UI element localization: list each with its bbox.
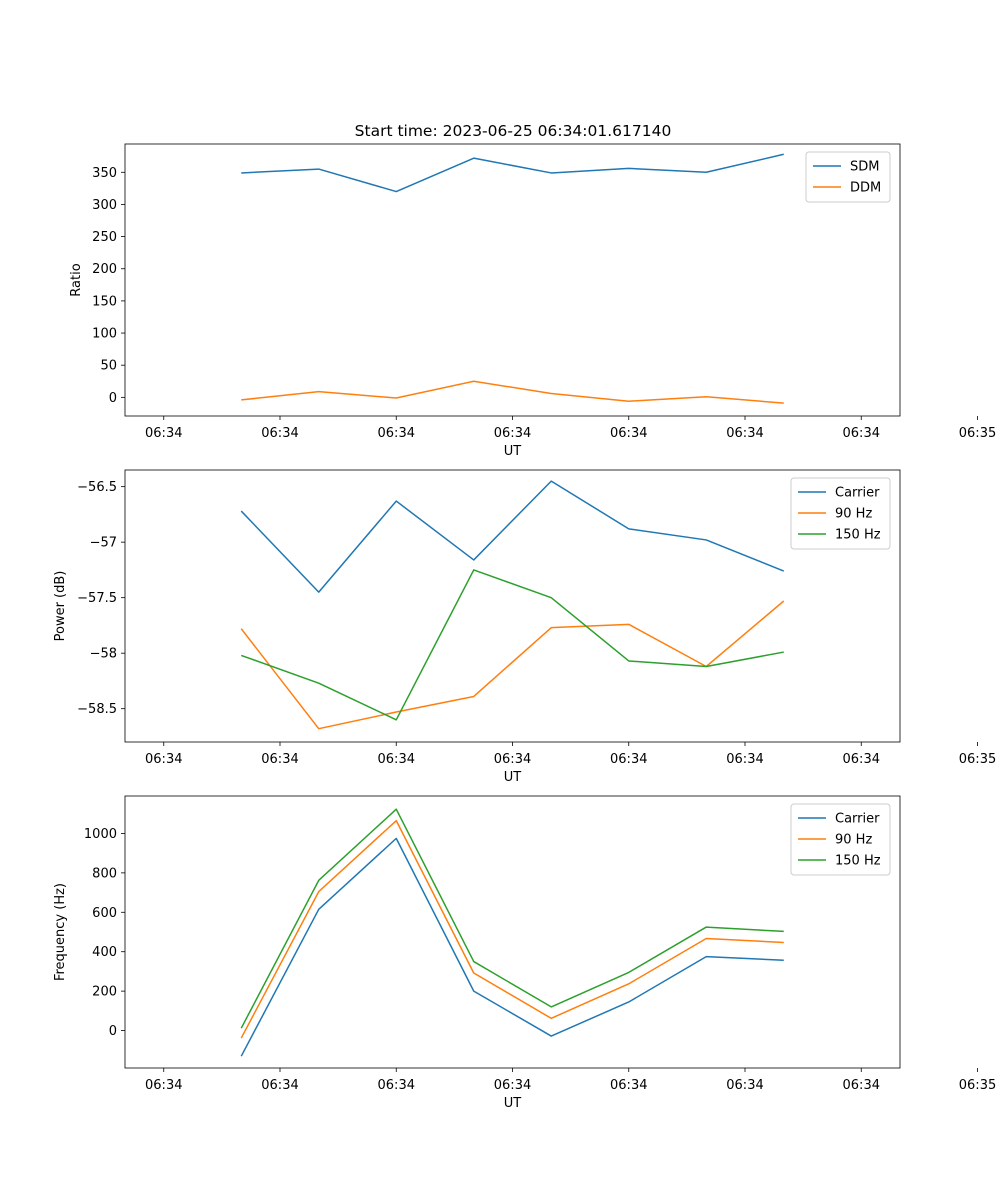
y-tick-label: −58 <box>90 647 117 662</box>
legend-label: 90 Hz <box>835 507 872 522</box>
legend-label: 150 Hz <box>835 528 881 543</box>
x-tick-label: 06:34 <box>378 1078 415 1093</box>
y-tick-label: 200 <box>92 262 117 277</box>
y-tick-label: 100 <box>92 327 117 342</box>
x-ticks: 06:34 06:34 06:34 06:34 06:34 06:34 06:34 06:35 <box>145 1068 996 1093</box>
series-line-carrier <box>240 480 785 593</box>
y-tick-label: −58.5 <box>77 702 117 717</box>
legend: Carrier 90 Hz 150 Hz <box>790 803 891 876</box>
x-tick-label: 06:34 <box>610 426 647 441</box>
series-lines <box>241 153 784 404</box>
legend-box <box>805 151 891 203</box>
y-tick-label: 250 <box>92 230 117 245</box>
series-line-carrier <box>240 837 784 1057</box>
x-tick-label: 06:34 <box>145 426 182 441</box>
legend-label: 90 Hz <box>835 833 872 848</box>
y-axis-label: Ratio <box>69 263 84 296</box>
x-tick-label: 06:34 <box>843 752 880 767</box>
x-tick-label: 06:35 <box>959 752 996 767</box>
x-tick-label: 06:35 <box>959 1078 996 1093</box>
x-tick-label: 06:34 <box>610 1078 647 1093</box>
x-tick-label: 06:34 <box>843 426 880 441</box>
y-tick-label: 0 <box>109 391 117 406</box>
series-line-150-hz <box>240 808 784 1029</box>
subplots: 06:34 06:34 06:34 06:34 06:34 06:34 06:34 06:35… <box>53 143 996 1111</box>
y-ticks: −58.5 −58 −57.5 −57 −56.5 <box>77 480 125 717</box>
series-line-150-hz <box>240 569 784 721</box>
y-tick-label: 1000 <box>84 827 117 842</box>
legend-box <box>790 803 891 876</box>
y-tick-label: 200 <box>92 985 117 1000</box>
legend: Carrier 90 Hz 150 Hz <box>790 477 891 550</box>
series-line-ddm <box>241 380 784 404</box>
axes-frame <box>124 469 901 743</box>
x-axis-label: UT <box>504 444 522 459</box>
legend-label: Carrier <box>835 812 880 827</box>
x-tick-label: 06:34 <box>378 752 415 767</box>
x-tick-label: 06:34 <box>726 426 763 441</box>
subplot-1: 06:34 06:34 06:34 06:34 06:34 06:34 06:34 06:35… <box>69 143 996 459</box>
x-tick-label: 06:34 <box>494 426 531 441</box>
y-tick-label: −57.5 <box>77 591 117 606</box>
legend-label: DDM <box>850 181 881 196</box>
x-tick-label: 06:34 <box>726 1078 763 1093</box>
x-tick-label: 06:34 <box>145 1078 182 1093</box>
series-line-90-hz <box>240 600 785 730</box>
x-ticks: 06:34 06:34 06:34 06:34 06:34 06:34 06:34 06:35 <box>145 416 996 441</box>
subplot-2: 06:34 06:34 06:34 06:34 06:34 06:34 06:34 06:35… <box>53 469 996 785</box>
x-tick-label: 06:34 <box>378 426 415 441</box>
x-ticks: 06:34 06:34 06:34 06:34 06:34 06:34 06:34 06:35 <box>145 742 996 767</box>
y-tick-label: 50 <box>100 359 117 374</box>
x-tick-label: 06:34 <box>726 752 763 767</box>
legend: SDM DDM <box>805 151 891 203</box>
y-ticks: 0 50 100 150 200 250 300 350 <box>92 166 125 406</box>
x-tick-label: 06:34 <box>261 426 298 441</box>
y-tick-label: −56.5 <box>77 480 117 495</box>
x-tick-label: 06:34 <box>610 752 647 767</box>
y-tick-label: −57 <box>90 536 117 551</box>
x-tick-label: 06:34 <box>145 752 182 767</box>
y-axis-label: Frequency (Hz) <box>53 883 68 981</box>
y-tick-label: 600 <box>92 906 117 921</box>
figure-title: Start time: 2023-06-25 06:34:01.617140 <box>355 122 672 140</box>
y-tick-label: 0 <box>109 1024 117 1039</box>
legend-label: 150 Hz <box>835 854 881 869</box>
x-tick-label: 06:34 <box>843 1078 880 1093</box>
series-lines <box>240 808 784 1057</box>
x-tick-label: 06:34 <box>494 1078 531 1093</box>
x-tick-label: 06:34 <box>261 1078 298 1093</box>
legend-label: Carrier <box>835 486 880 501</box>
series-line-sdm <box>241 153 784 193</box>
legend-label: SDM <box>850 160 879 175</box>
series-lines <box>240 480 785 730</box>
y-ticks: 0 200 400 600 800 1000 <box>84 827 125 1039</box>
axes-frame <box>124 795 901 1069</box>
y-tick-label: 150 <box>92 294 117 309</box>
x-axis-label: UT <box>504 770 522 785</box>
x-axis-label: UT <box>504 1096 522 1111</box>
series-line-90-hz <box>240 819 784 1039</box>
y-tick-label: 300 <box>92 198 117 213</box>
x-tick-label: 06:34 <box>261 752 298 767</box>
y-tick-label: 350 <box>92 166 117 181</box>
x-tick-label: 06:34 <box>494 752 531 767</box>
y-tick-label: 400 <box>92 945 117 960</box>
y-tick-label: 800 <box>92 866 117 881</box>
subplot-3: 06:34 06:34 06:34 06:34 06:34 06:34 06:34 06:35… <box>53 795 996 1111</box>
x-tick-label: 06:35 <box>959 426 996 441</box>
y-axis-label: Power (dB) <box>53 571 68 642</box>
legend-box <box>790 477 891 550</box>
axes-frame <box>124 143 901 417</box>
